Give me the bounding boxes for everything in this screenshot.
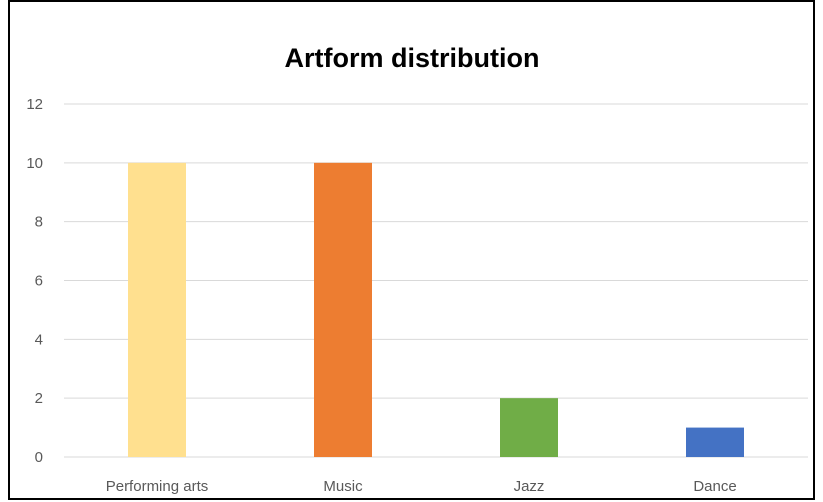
y-tick-label: 6 [35,273,43,290]
bars [128,162,744,458]
y-tick-label: 0 [35,449,43,466]
y-axis: 0 2 4 6 8 10 12 [26,96,43,466]
y-tick-label: 4 [35,331,43,348]
y-tick-label: 12 [26,96,43,113]
x-axis: Performing arts Music Jazz Dance [106,478,737,495]
x-tick-label: Dance [693,478,736,495]
y-tick-label: 2 [35,390,43,407]
bar-music [314,162,372,458]
y-tick-label: 8 [35,214,43,231]
chart-title: Artform distribution [285,43,540,73]
x-tick-label: Jazz [514,478,545,495]
gridlines [64,103,808,458]
bar-performing-arts [128,162,186,458]
bar-jazz [500,398,558,457]
bar-dance [686,427,744,457]
x-tick-label: Performing arts [106,478,209,495]
y-tick-label: 10 [26,155,43,172]
x-tick-label: Music [323,478,363,495]
